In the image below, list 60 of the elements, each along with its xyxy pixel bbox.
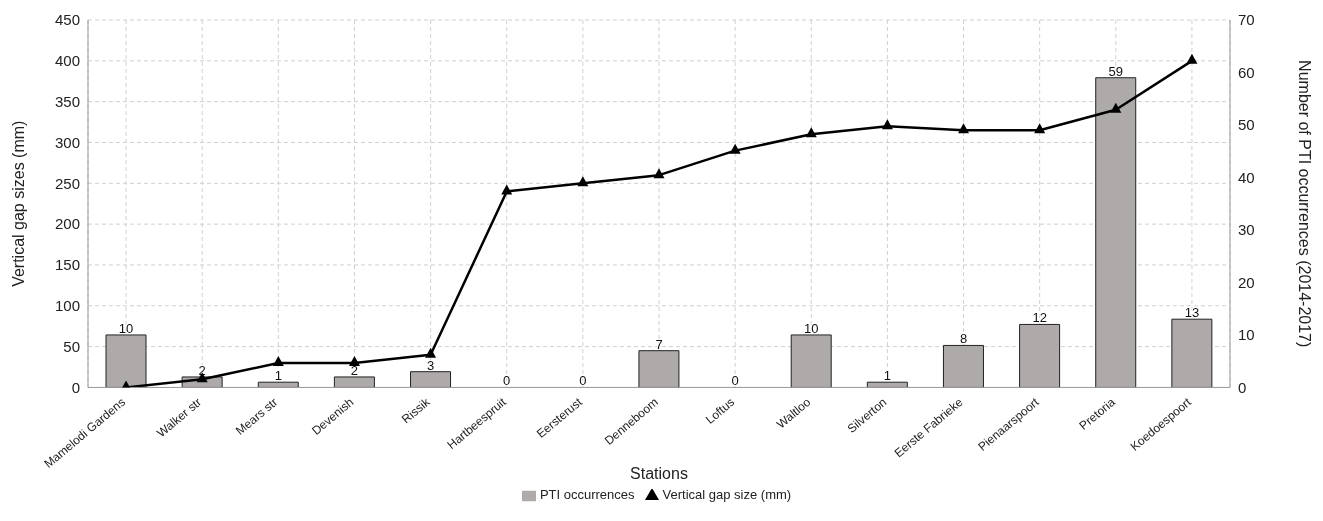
y-tick-label: 400 xyxy=(54,52,80,70)
bar xyxy=(333,376,375,388)
data-label: 0 xyxy=(579,373,587,389)
data-label: 10 xyxy=(118,320,134,336)
data-label: 1 xyxy=(883,368,892,384)
data-label: 0 xyxy=(731,373,739,389)
data-label: 3 xyxy=(426,357,435,373)
point xyxy=(1186,53,1198,64)
data-label: 12 xyxy=(1032,310,1047,326)
point xyxy=(501,184,513,195)
y2-tick-label: 30 xyxy=(1238,221,1255,239)
y2-tick-label: 50 xyxy=(1238,116,1255,134)
data-label: 10 xyxy=(804,320,819,336)
point xyxy=(1110,102,1122,113)
y2-tick-label: 0 xyxy=(1238,378,1247,396)
y2-tick-label: 40 xyxy=(1238,168,1255,186)
point xyxy=(958,123,970,134)
y-tick-label: 250 xyxy=(54,174,80,192)
y-tick-label: 0 xyxy=(71,378,80,396)
bar xyxy=(1171,318,1213,388)
bar xyxy=(105,334,147,388)
y2-tick-label: 60 xyxy=(1238,63,1255,81)
y-tick-label: 50 xyxy=(63,337,80,355)
y-tick-label: 450 xyxy=(54,11,80,29)
data-label: 0 xyxy=(503,373,511,389)
point xyxy=(1034,123,1046,134)
data-label: 7 xyxy=(655,336,663,352)
y-tick-label: 300 xyxy=(54,133,80,151)
point xyxy=(425,347,437,358)
bar xyxy=(638,350,680,388)
y2-tick-label: 10 xyxy=(1238,326,1255,344)
bar xyxy=(1019,323,1061,388)
y-tick-label: 350 xyxy=(54,92,80,110)
point xyxy=(805,127,817,138)
data-label: 2 xyxy=(198,362,206,378)
y2-axis-title: Number of PTI occurrences (2014-2017) xyxy=(1296,60,1314,348)
y2-tick-label: 70 xyxy=(1238,11,1255,29)
y2-tick-label: 20 xyxy=(1238,273,1255,291)
point xyxy=(348,355,360,366)
y-axis-title: Vertical gap sizes (mm) xyxy=(9,120,27,287)
point xyxy=(881,119,893,130)
point xyxy=(577,176,589,187)
legend-label: Vertical gap size (mm) xyxy=(662,487,792,503)
point xyxy=(729,143,741,154)
bar xyxy=(1095,77,1137,388)
bar xyxy=(410,371,452,388)
data-label: 8 xyxy=(959,331,968,347)
data-label: 59 xyxy=(1108,63,1124,79)
y-tick-label: 150 xyxy=(54,256,80,274)
data-label: 2 xyxy=(350,362,359,378)
bar xyxy=(790,334,832,388)
data-label: 13 xyxy=(1184,305,1200,321)
legend-label: PTI occurrences xyxy=(539,487,635,503)
bar xyxy=(942,344,984,388)
point xyxy=(272,355,284,366)
data-label: 1 xyxy=(274,368,282,384)
y-tick-label: 100 xyxy=(54,297,80,315)
x-axis-title: Stations xyxy=(630,465,688,483)
y-tick-label: 200 xyxy=(54,215,80,233)
point xyxy=(653,168,665,179)
